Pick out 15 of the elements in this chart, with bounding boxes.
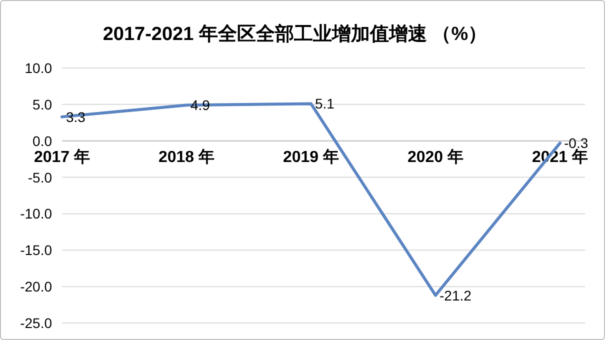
- y-tick-label: 0.0: [32, 132, 52, 149]
- data-label: 5.1: [315, 96, 335, 112]
- y-tick-label: 10.0: [24, 60, 52, 76]
- y-tick-label: -20.0: [20, 278, 52, 295]
- x-tick-label: 2018 年: [158, 148, 215, 166]
- y-tick-label: -25.0: [20, 315, 52, 331]
- y-tick-label: -10.0: [20, 206, 52, 222]
- y-tick-label: -5.0: [28, 169, 52, 186]
- data-label: -21.2: [440, 287, 472, 304]
- y-tick-label: 5.0: [32, 96, 52, 112]
- x-tick-label: 2019 年: [282, 148, 340, 166]
- x-tick-label: 2020 年: [407, 148, 464, 166]
- chart-title: 2017-2021 年全区全部工业增加值增速 （%）: [102, 23, 488, 45]
- y-tick-label: -15.0: [20, 242, 52, 258]
- x-tick-label: 2017 年: [34, 148, 90, 166]
